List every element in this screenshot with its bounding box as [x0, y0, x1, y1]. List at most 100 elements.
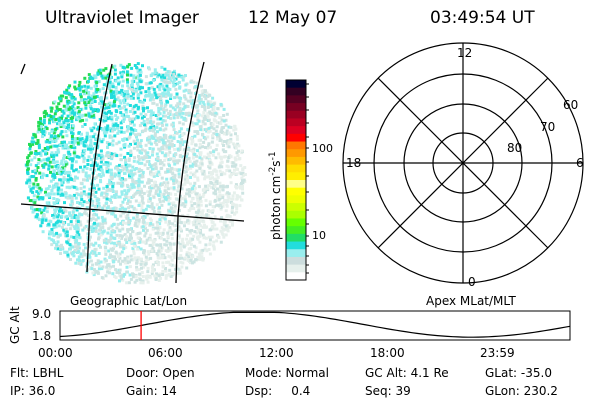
image-pixel [103, 191, 107, 195]
image-pixel [219, 205, 223, 209]
image-pixel [207, 154, 211, 158]
image-pixel [83, 178, 87, 182]
image-pixel [222, 119, 226, 123]
image-pixel [69, 258, 72, 261]
image-pixel [186, 144, 190, 148]
image-pixel [43, 206, 47, 210]
image-pixel [175, 218, 179, 222]
image-pixel [72, 254, 76, 258]
image-pixel [167, 115, 170, 119]
xtick-4: 23:59 [480, 346, 515, 360]
image-pixel [66, 121, 70, 125]
image-pixel [172, 224, 176, 228]
image-pixel [116, 131, 120, 135]
image-pixel [134, 256, 137, 260]
image-pixel [135, 212, 139, 216]
colorbar-band [286, 80, 306, 89]
image-pixel [215, 125, 219, 129]
image-pixel [178, 85, 182, 89]
image-pixel [190, 164, 194, 168]
image-pixel [89, 167, 93, 171]
image-pixel [187, 221, 191, 225]
image-pixel [132, 105, 136, 109]
image-pixel [191, 149, 195, 153]
image-pixel [52, 192, 56, 196]
image-pixel [153, 71, 157, 75]
image-pixel [200, 104, 204, 108]
image-pixel [35, 185, 39, 189]
image-pixel [157, 93, 161, 97]
image-pixel [99, 149, 103, 153]
image-pixel [173, 162, 177, 166]
image-pixel [169, 157, 173, 161]
image-pixel [131, 96, 135, 100]
image-pixel [70, 96, 74, 100]
image-pixel [102, 83, 106, 87]
image-pixel [36, 161, 40, 165]
image-pixel [155, 272, 158, 276]
image-pixel [136, 191, 140, 194]
image-pixel [121, 207, 125, 211]
image-pixel [166, 196, 170, 200]
image-pixel [165, 77, 169, 81]
image-pixel [171, 207, 175, 211]
image-pixel [155, 143, 159, 147]
image-pixel [158, 173, 162, 176]
image-pixel [144, 113, 148, 117]
image-pixel [110, 155, 114, 159]
image-pixel [77, 250, 81, 254]
image-pixel [155, 125, 159, 129]
image-pixel [70, 140, 74, 144]
image-pixel [161, 261, 165, 265]
image-pixel [211, 205, 215, 208]
image-pixel [121, 200, 125, 204]
image-pixel [191, 102, 195, 106]
colorbar-band [286, 195, 306, 204]
image-pixel [52, 155, 56, 159]
image-pixel [122, 94, 126, 98]
image-pixel [49, 109, 53, 113]
image-pixel [181, 78, 185, 82]
image-pixel [110, 224, 114, 228]
image-pixel [152, 120, 156, 124]
image-pixel [106, 264, 110, 268]
image-pixel [195, 231, 199, 235]
image-pixel [208, 200, 212, 204]
image-pixel [131, 90, 135, 94]
image-pixel [61, 211, 65, 215]
image-pixel [171, 170, 174, 173]
image-pixel [212, 191, 216, 195]
image-pixel [128, 174, 131, 178]
image-pixel [104, 274, 108, 278]
image-pixel [170, 144, 174, 148]
image-pixel [37, 127, 41, 131]
image-pixel [218, 169, 222, 173]
image-pixel [130, 66, 134, 70]
image-pixel [208, 177, 212, 181]
image-pixel [104, 237, 108, 241]
image-pixel [157, 110, 161, 113]
image-pixel [138, 187, 142, 191]
image-pixel [174, 216, 178, 220]
image-pixel [221, 188, 225, 192]
image-pixel [212, 102, 216, 106]
image-pixel [76, 217, 80, 221]
image-pixel [149, 109, 153, 113]
image-pixel [36, 130, 40, 134]
image-pixel [151, 150, 155, 154]
image-pixel [226, 184, 229, 188]
image-pixel [110, 135, 114, 139]
image-pixel [25, 181, 29, 185]
image-pixel [227, 131, 231, 135]
image-pixel [161, 269, 165, 273]
image-pixel [150, 205, 154, 208]
image-pixel [215, 182, 219, 185]
image-pixel [98, 228, 102, 232]
image-pixel [82, 249, 86, 253]
image-pixel [123, 145, 127, 149]
image-pixel [199, 153, 203, 157]
colorbar-band [286, 180, 306, 189]
image-pixel [182, 117, 186, 121]
image-pixel [123, 167, 126, 171]
image-pixel [228, 169, 232, 173]
